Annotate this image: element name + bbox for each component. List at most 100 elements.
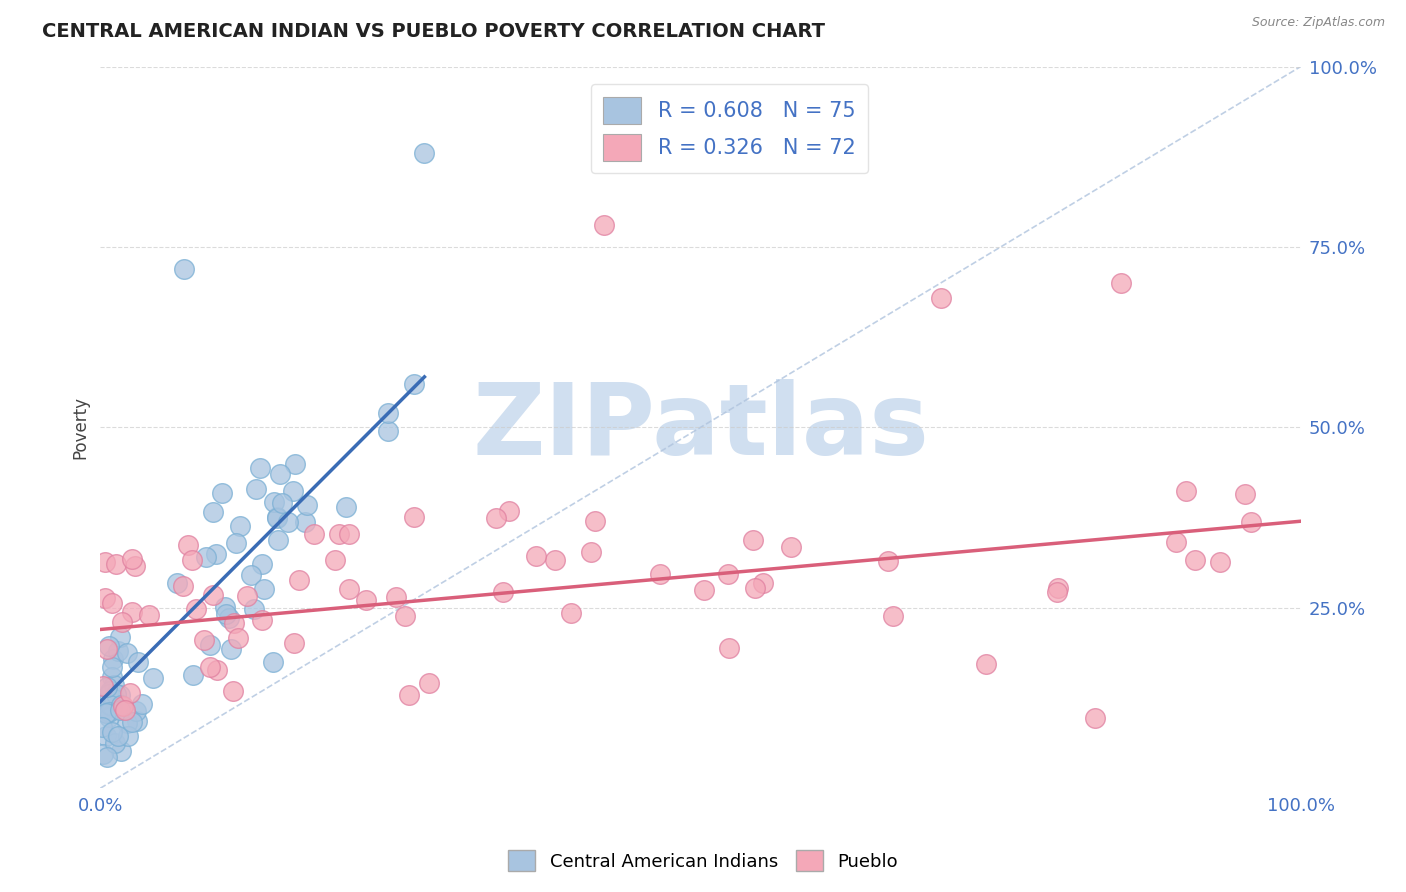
- Point: [103, 736, 125, 750]
- Point: [1046, 584, 1069, 599]
- Point: [118, 686, 141, 700]
- Point: [117, 646, 139, 660]
- Point: [101, 652, 124, 666]
- Point: [236, 589, 259, 603]
- Point: [97, 687, 120, 701]
- Point: [485, 511, 508, 525]
- Point: [173, 261, 195, 276]
- Point: [304, 527, 326, 541]
- Point: [107, 643, 129, 657]
- Point: [692, 582, 714, 597]
- Point: [218, 611, 240, 625]
- Point: [98, 698, 121, 713]
- Point: [579, 544, 602, 558]
- Point: [127, 655, 149, 669]
- Point: [121, 605, 143, 619]
- Point: [215, 607, 238, 621]
- Point: [560, 606, 582, 620]
- Point: [283, 636, 305, 650]
- Point: [125, 714, 148, 728]
- Point: [117, 729, 139, 743]
- Point: [94, 730, 117, 744]
- Text: CENTRAL AMERICAN INDIAN VS PUEBLO POVERTY CORRELATION CHART: CENTRAL AMERICAN INDIAN VS PUEBLO POVERT…: [42, 22, 825, 41]
- Point: [124, 558, 146, 573]
- Point: [1234, 487, 1257, 501]
- Point: [96, 706, 118, 720]
- Point: [252, 613, 274, 627]
- Point: [744, 581, 766, 595]
- Point: [1047, 582, 1070, 596]
- Point: [94, 555, 117, 569]
- Point: [177, 538, 200, 552]
- Point: [125, 704, 148, 718]
- Text: Source: ZipAtlas.com: Source: ZipAtlas.com: [1251, 16, 1385, 29]
- Point: [100, 660, 122, 674]
- Point: [200, 638, 222, 652]
- Point: [96, 749, 118, 764]
- Point: [121, 714, 143, 729]
- Point: [262, 656, 284, 670]
- Point: [111, 615, 134, 629]
- Point: [202, 588, 225, 602]
- Point: [94, 591, 117, 605]
- Point: [98, 640, 121, 654]
- Point: [172, 579, 194, 593]
- Point: [524, 549, 547, 563]
- Point: [108, 703, 131, 717]
- Point: [323, 553, 346, 567]
- Point: [214, 599, 236, 614]
- Point: [354, 592, 377, 607]
- Point: [204, 547, 226, 561]
- Point: [91, 679, 114, 693]
- Point: [337, 526, 360, 541]
- Point: [226, 632, 249, 646]
- Point: [377, 406, 399, 420]
- Point: [181, 668, 204, 682]
- Point: [385, 590, 408, 604]
- Point: [201, 505, 224, 519]
- Point: [222, 684, 245, 698]
- Point: [882, 608, 904, 623]
- Point: [266, 511, 288, 525]
- Point: [138, 607, 160, 622]
- Point: [131, 698, 153, 712]
- Point: [225, 536, 247, 550]
- Point: [271, 496, 294, 510]
- Legend: Central American Indians, Pueblo: Central American Indians, Pueblo: [501, 843, 905, 879]
- Point: [277, 515, 299, 529]
- Point: [105, 687, 128, 701]
- Point: [239, 567, 262, 582]
- Point: [110, 698, 132, 712]
- Point: [337, 582, 360, 597]
- Point: [193, 633, 215, 648]
- Point: [96, 641, 118, 656]
- Point: [974, 657, 997, 672]
- Point: [328, 527, 350, 541]
- Point: [267, 533, 290, 547]
- Point: [219, 642, 242, 657]
- Point: [1109, 276, 1132, 290]
- Point: [1184, 553, 1206, 567]
- Point: [1164, 535, 1187, 549]
- Point: [245, 482, 267, 496]
- Point: [741, 533, 763, 548]
- Point: [1209, 555, 1232, 569]
- Point: [1240, 515, 1263, 529]
- Point: [243, 602, 266, 616]
- Point: [110, 688, 132, 702]
- Point: [1175, 483, 1198, 498]
- Point: [498, 504, 520, 518]
- Point: [269, 467, 291, 481]
- Point: [90, 704, 112, 718]
- Point: [100, 596, 122, 610]
- Point: [377, 424, 399, 438]
- Point: [101, 699, 124, 714]
- Point: [583, 514, 606, 528]
- Point: [413, 146, 436, 161]
- Point: [101, 725, 124, 739]
- Point: [121, 552, 143, 566]
- Point: [224, 615, 246, 630]
- Point: [249, 460, 271, 475]
- Point: [294, 516, 316, 530]
- Point: [107, 729, 129, 743]
